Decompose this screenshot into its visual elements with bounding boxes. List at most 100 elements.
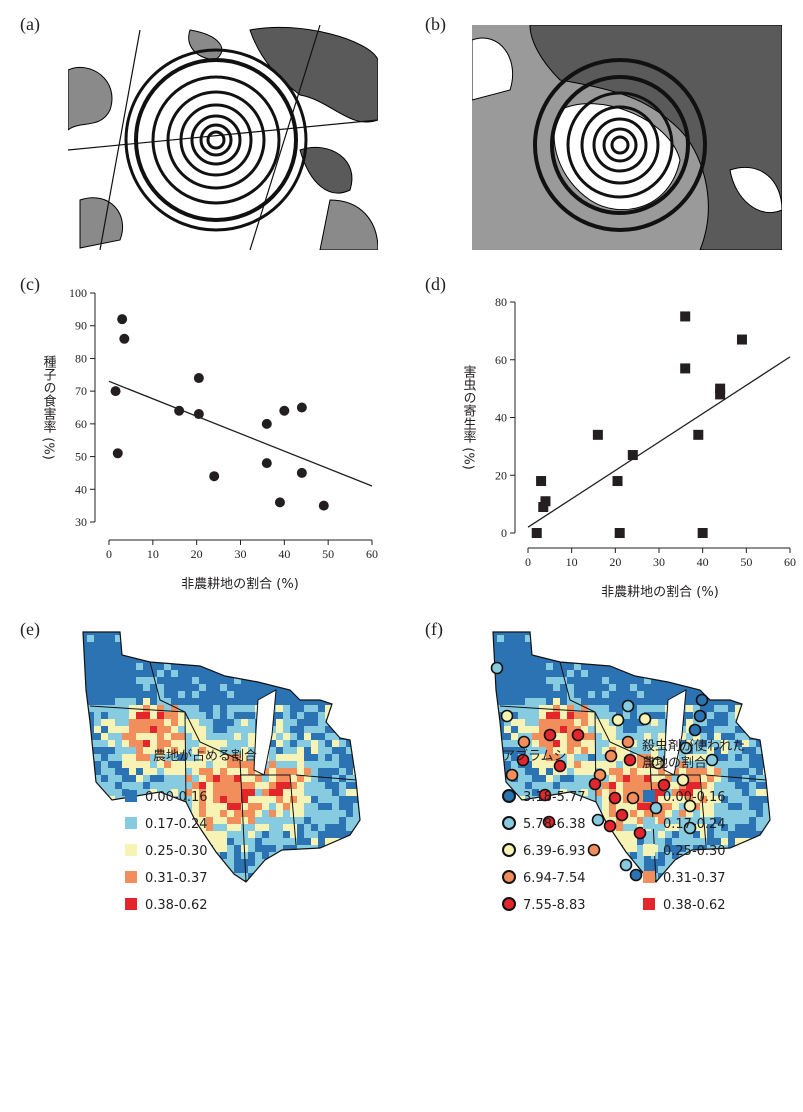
county (241, 817, 249, 825)
county (122, 768, 130, 776)
county (234, 691, 242, 699)
county (171, 691, 179, 699)
aphid-site (590, 779, 601, 790)
county (532, 635, 540, 643)
county (108, 663, 116, 671)
county (276, 663, 284, 671)
county (220, 733, 228, 741)
county (318, 803, 326, 811)
county (241, 705, 249, 713)
county (276, 733, 284, 741)
county (763, 740, 771, 748)
x-tick-label: 60 (784, 555, 796, 569)
county (241, 649, 249, 657)
county (297, 698, 305, 706)
county (707, 726, 715, 734)
county (115, 663, 123, 671)
county (241, 775, 249, 783)
county (763, 838, 771, 846)
county (276, 635, 284, 643)
county (623, 628, 631, 636)
county (553, 670, 561, 678)
county (157, 712, 165, 720)
county (276, 873, 284, 881)
county (94, 817, 102, 825)
county (332, 719, 340, 727)
county (276, 796, 284, 804)
county (490, 698, 498, 706)
county (192, 831, 200, 839)
county (206, 831, 214, 839)
x-tick-label: 60 (366, 547, 378, 561)
county (318, 740, 326, 748)
county (665, 635, 673, 643)
county (742, 768, 750, 776)
county (318, 810, 326, 818)
county (553, 705, 561, 713)
county (763, 719, 771, 727)
county (497, 775, 505, 783)
county (546, 712, 554, 720)
county (304, 628, 312, 636)
county (276, 859, 284, 867)
county (756, 628, 764, 636)
county (721, 705, 729, 713)
county (101, 796, 109, 804)
county (763, 670, 771, 678)
county (87, 880, 95, 888)
county (108, 803, 116, 811)
county (644, 670, 652, 678)
county (241, 691, 249, 699)
county (728, 677, 736, 685)
county (353, 831, 361, 839)
county (707, 712, 715, 720)
county (518, 670, 526, 678)
county (269, 649, 277, 657)
county (297, 789, 305, 797)
county (756, 817, 764, 825)
county (714, 768, 722, 776)
county (665, 628, 673, 636)
x-tick-label: 40 (278, 547, 290, 561)
county (728, 663, 736, 671)
county (332, 831, 340, 839)
county (115, 810, 123, 818)
county (241, 726, 249, 734)
county (346, 838, 354, 846)
county (304, 817, 312, 825)
county (360, 803, 368, 811)
county (567, 635, 575, 643)
county (171, 740, 179, 748)
county (164, 670, 172, 678)
county (588, 740, 596, 748)
county (749, 789, 757, 797)
county (735, 649, 743, 657)
county (504, 698, 512, 706)
county (581, 642, 589, 650)
county (595, 635, 603, 643)
county (101, 824, 109, 832)
county (248, 635, 256, 643)
county (136, 803, 144, 811)
county (178, 691, 186, 699)
legend-swatch (503, 898, 515, 910)
county (346, 635, 354, 643)
legend-label: 6.39-6.93 (523, 844, 586, 859)
county (164, 768, 172, 776)
county (318, 817, 326, 825)
county (227, 838, 235, 846)
county (227, 810, 235, 818)
county (304, 635, 312, 643)
county (150, 691, 158, 699)
county (171, 775, 179, 783)
county (346, 761, 354, 769)
county (234, 852, 242, 860)
county (185, 642, 193, 650)
county (304, 719, 312, 727)
county (227, 705, 235, 713)
county (87, 677, 95, 685)
county (525, 782, 533, 790)
county (157, 733, 165, 741)
county (511, 684, 519, 692)
county (297, 733, 305, 741)
